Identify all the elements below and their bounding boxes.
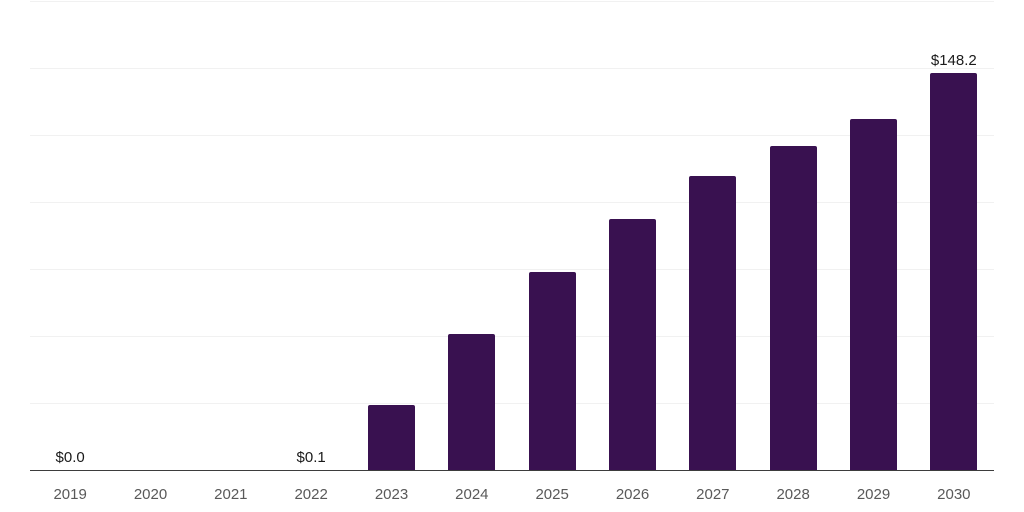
x-tick-label-2025: 2025 <box>535 486 569 503</box>
bar-value-label: $0.0 <box>55 449 85 466</box>
bar-2023 <box>368 404 415 470</box>
gridline <box>30 403 994 404</box>
gridline <box>30 202 994 203</box>
bar-value-label: $148.2 <box>930 51 977 69</box>
x-tick-label-2028: 2028 <box>776 486 810 503</box>
bar-value-label: $0.1 <box>296 448 326 466</box>
x-axis-line <box>30 470 994 471</box>
x-tick-label-2030: 2030 <box>937 486 971 503</box>
x-tick-label-2023: 2023 <box>374 486 409 503</box>
bar-2025 <box>528 271 576 470</box>
bar-2027 <box>689 176 737 470</box>
x-tick-label-2019: 2019 <box>53 486 87 503</box>
gridline <box>30 269 994 270</box>
bar-2029 <box>850 118 897 470</box>
x-tick-label-2024: 2024 <box>455 486 489 503</box>
x-tick-label-2029: 2029 <box>856 486 891 503</box>
gridline <box>30 1 994 2</box>
x-tick-label-2027: 2027 <box>696 486 730 503</box>
gridline <box>30 135 994 136</box>
bar-2026 <box>609 218 656 470</box>
bar-2030 <box>930 72 978 470</box>
gridline <box>30 68 994 69</box>
x-tick-label-2020: 2020 <box>133 486 168 503</box>
x-tick-label-2026: 2026 <box>615 486 650 503</box>
gridline <box>30 336 994 337</box>
bar-2024 <box>448 334 496 470</box>
x-tick-label-2021: 2021 <box>214 486 248 503</box>
bar-2028 <box>769 145 817 470</box>
x-tick-label-2022: 2022 <box>294 486 328 503</box>
